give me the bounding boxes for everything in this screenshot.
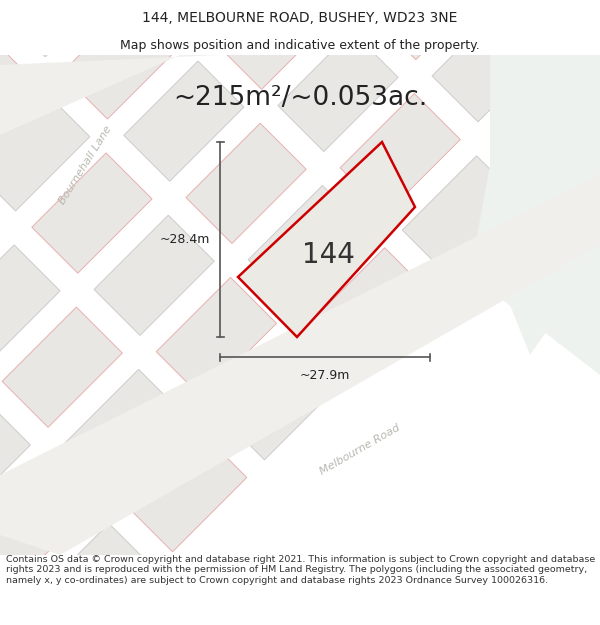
Polygon shape — [248, 186, 368, 306]
Polygon shape — [403, 156, 523, 276]
Polygon shape — [0, 461, 92, 581]
Polygon shape — [0, 399, 31, 519]
Polygon shape — [310, 248, 431, 368]
Polygon shape — [215, 0, 336, 89]
Polygon shape — [370, 0, 490, 59]
Text: ~215m²/~0.053ac.: ~215m²/~0.053ac. — [173, 85, 427, 111]
Text: 144, MELBOURNE ROAD, BUSHEY, WD23 3NE: 144, MELBOURNE ROAD, BUSHEY, WD23 3NE — [142, 11, 458, 25]
Text: ~27.9m: ~27.9m — [300, 369, 350, 382]
Text: 144: 144 — [302, 241, 355, 269]
Polygon shape — [0, 553, 1, 625]
Polygon shape — [2, 307, 122, 428]
Polygon shape — [124, 61, 244, 181]
Polygon shape — [238, 142, 415, 337]
Text: Contains OS data © Crown copyright and database right 2021. This information is : Contains OS data © Crown copyright and d… — [6, 555, 595, 585]
Text: Bournehall Lane: Bournehall Lane — [57, 124, 113, 206]
Polygon shape — [62, 0, 182, 119]
Text: Map shows position and indicative extent of the property.: Map shows position and indicative extent… — [120, 39, 480, 51]
Polygon shape — [586, 0, 600, 92]
Text: Melbourne Road: Melbourne Road — [318, 423, 402, 477]
Polygon shape — [0, 175, 600, 555]
Polygon shape — [156, 278, 277, 398]
Polygon shape — [0, 0, 119, 57]
Polygon shape — [94, 215, 214, 336]
Polygon shape — [432, 2, 552, 122]
Polygon shape — [127, 432, 247, 552]
Polygon shape — [186, 123, 306, 244]
Polygon shape — [64, 369, 185, 489]
Polygon shape — [32, 153, 152, 273]
Polygon shape — [0, 245, 60, 365]
Polygon shape — [0, 55, 220, 135]
Polygon shape — [470, 55, 600, 375]
Polygon shape — [0, 29, 28, 149]
Text: ~28.4m: ~28.4m — [160, 233, 210, 246]
Polygon shape — [494, 64, 600, 184]
Polygon shape — [340, 94, 460, 214]
Polygon shape — [0, 91, 90, 211]
Polygon shape — [278, 31, 398, 151]
Polygon shape — [218, 339, 339, 460]
Polygon shape — [35, 524, 155, 625]
Polygon shape — [490, 55, 600, 355]
